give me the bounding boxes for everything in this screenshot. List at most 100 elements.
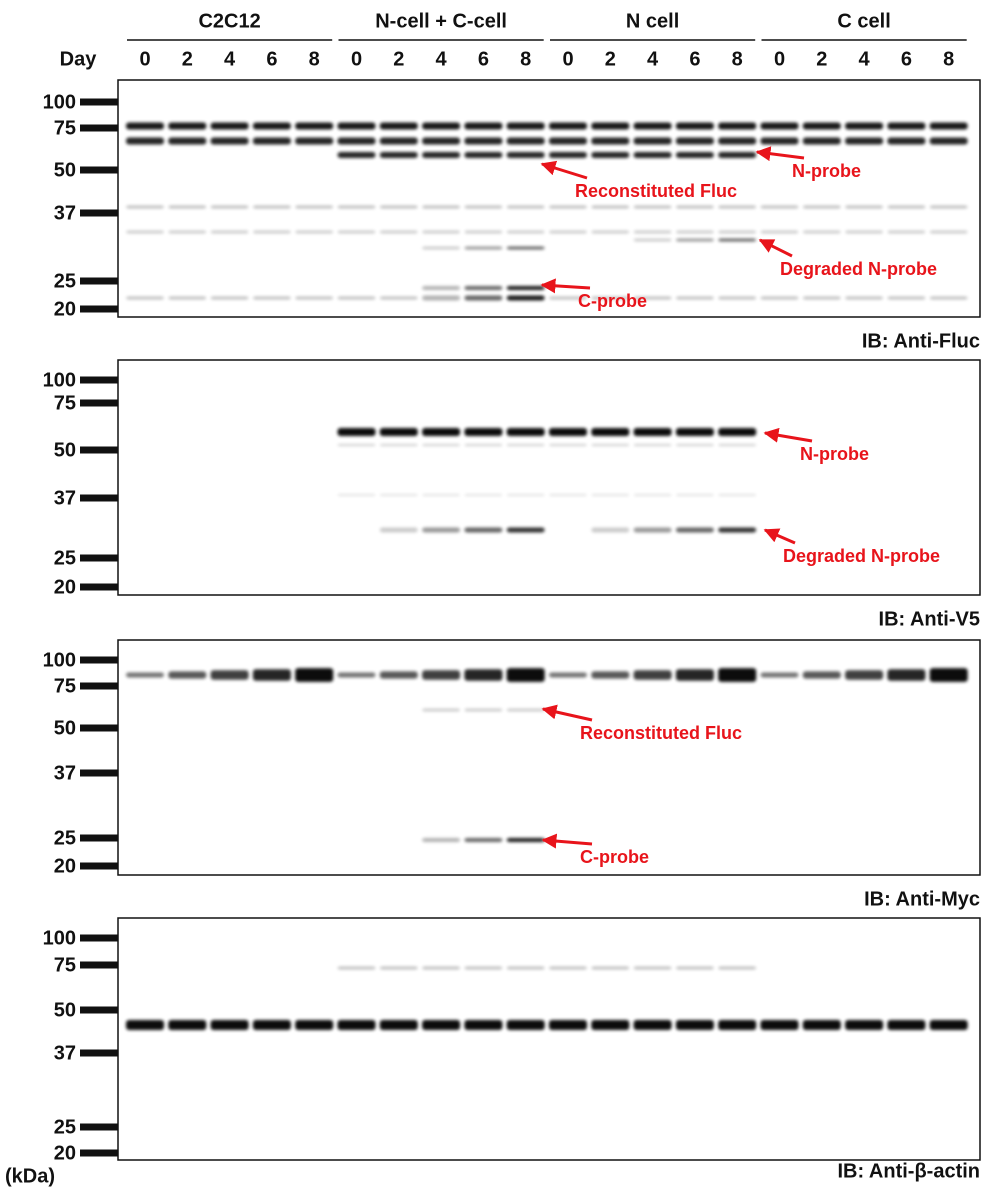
band bbox=[591, 122, 630, 130]
band bbox=[591, 671, 630, 679]
annotation-arrow bbox=[763, 528, 796, 545]
band bbox=[422, 286, 461, 290]
band bbox=[295, 205, 334, 209]
band bbox=[718, 122, 757, 130]
band bbox=[210, 670, 249, 680]
marker-label: 25 bbox=[54, 1116, 76, 1138]
annotation-label: C-probe bbox=[578, 291, 647, 311]
band bbox=[760, 1020, 799, 1030]
band bbox=[718, 494, 757, 496]
marker-tick bbox=[80, 494, 118, 502]
annotation-arrow bbox=[541, 833, 593, 849]
band bbox=[506, 230, 545, 234]
marker-label: 20 bbox=[54, 855, 76, 877]
band bbox=[506, 527, 545, 533]
annotation-arrow bbox=[540, 160, 588, 180]
band bbox=[633, 966, 672, 970]
band bbox=[887, 122, 926, 130]
band bbox=[633, 152, 672, 158]
band bbox=[252, 137, 291, 145]
band bbox=[422, 444, 461, 446]
band bbox=[506, 444, 545, 446]
band bbox=[379, 527, 418, 533]
band bbox=[422, 494, 461, 496]
band bbox=[422, 966, 461, 970]
blot-panel bbox=[117, 917, 981, 1161]
ib-label: IB: Anti-V5 bbox=[879, 608, 980, 630]
marker-label: 25 bbox=[54, 547, 76, 569]
band bbox=[337, 296, 376, 300]
band bbox=[126, 672, 164, 678]
band bbox=[506, 838, 545, 842]
marker-tick bbox=[80, 1149, 118, 1157]
band bbox=[675, 444, 714, 446]
band bbox=[591, 137, 630, 145]
band bbox=[549, 672, 587, 678]
band bbox=[591, 494, 630, 496]
band bbox=[633, 230, 672, 234]
marker-tick bbox=[80, 1006, 118, 1014]
marker-tick bbox=[80, 98, 118, 106]
band bbox=[929, 122, 968, 130]
band bbox=[379, 671, 418, 679]
marker-tick bbox=[80, 961, 118, 969]
band bbox=[252, 205, 291, 209]
band bbox=[422, 428, 461, 436]
lane-label: 4 bbox=[224, 48, 236, 70]
lane-label: 0 bbox=[774, 48, 785, 70]
band bbox=[675, 122, 714, 130]
band bbox=[422, 230, 461, 234]
band bbox=[549, 230, 587, 234]
band bbox=[633, 296, 672, 300]
band bbox=[845, 1020, 884, 1030]
ib-label: IB: Anti-β-actin bbox=[837, 1160, 980, 1182]
band bbox=[718, 668, 757, 682]
band bbox=[591, 296, 630, 300]
band bbox=[464, 152, 503, 158]
band bbox=[633, 494, 672, 496]
band bbox=[210, 137, 249, 145]
blot-frame bbox=[117, 79, 981, 318]
unit-label: (kDa) bbox=[5, 1165, 55, 1187]
group-label: C cell bbox=[837, 10, 890, 32]
annotation-arrow bbox=[540, 278, 591, 294]
band bbox=[675, 428, 714, 436]
band bbox=[464, 669, 503, 681]
lane-label: 4 bbox=[436, 48, 448, 70]
band bbox=[549, 1020, 587, 1030]
lane-label: 8 bbox=[520, 48, 531, 70]
band bbox=[633, 444, 672, 446]
band bbox=[591, 428, 630, 436]
marker-label: 37 bbox=[54, 1042, 76, 1064]
marker-label: 75 bbox=[54, 392, 76, 414]
marker-label: 50 bbox=[54, 717, 76, 739]
band bbox=[295, 668, 334, 682]
band bbox=[168, 137, 207, 145]
band bbox=[760, 672, 799, 678]
band bbox=[718, 444, 757, 446]
band bbox=[210, 230, 249, 234]
band bbox=[464, 494, 503, 496]
band bbox=[506, 428, 545, 436]
band bbox=[718, 428, 757, 436]
marker-label: 100 bbox=[43, 649, 76, 671]
band bbox=[506, 494, 545, 496]
group-label: C2C12 bbox=[198, 10, 260, 32]
marker-label: 37 bbox=[54, 487, 76, 509]
band bbox=[337, 1020, 376, 1030]
band bbox=[464, 444, 503, 446]
band bbox=[295, 122, 334, 130]
band bbox=[549, 122, 587, 130]
band bbox=[802, 137, 841, 145]
band bbox=[887, 137, 926, 145]
lane-label: 2 bbox=[182, 48, 193, 70]
band bbox=[802, 205, 841, 209]
band bbox=[718, 238, 757, 242]
lane-label: 6 bbox=[689, 48, 700, 70]
band bbox=[802, 296, 841, 300]
band bbox=[464, 205, 503, 209]
marker-tick bbox=[80, 1123, 118, 1131]
band bbox=[464, 295, 503, 301]
lane-label: 2 bbox=[816, 48, 827, 70]
